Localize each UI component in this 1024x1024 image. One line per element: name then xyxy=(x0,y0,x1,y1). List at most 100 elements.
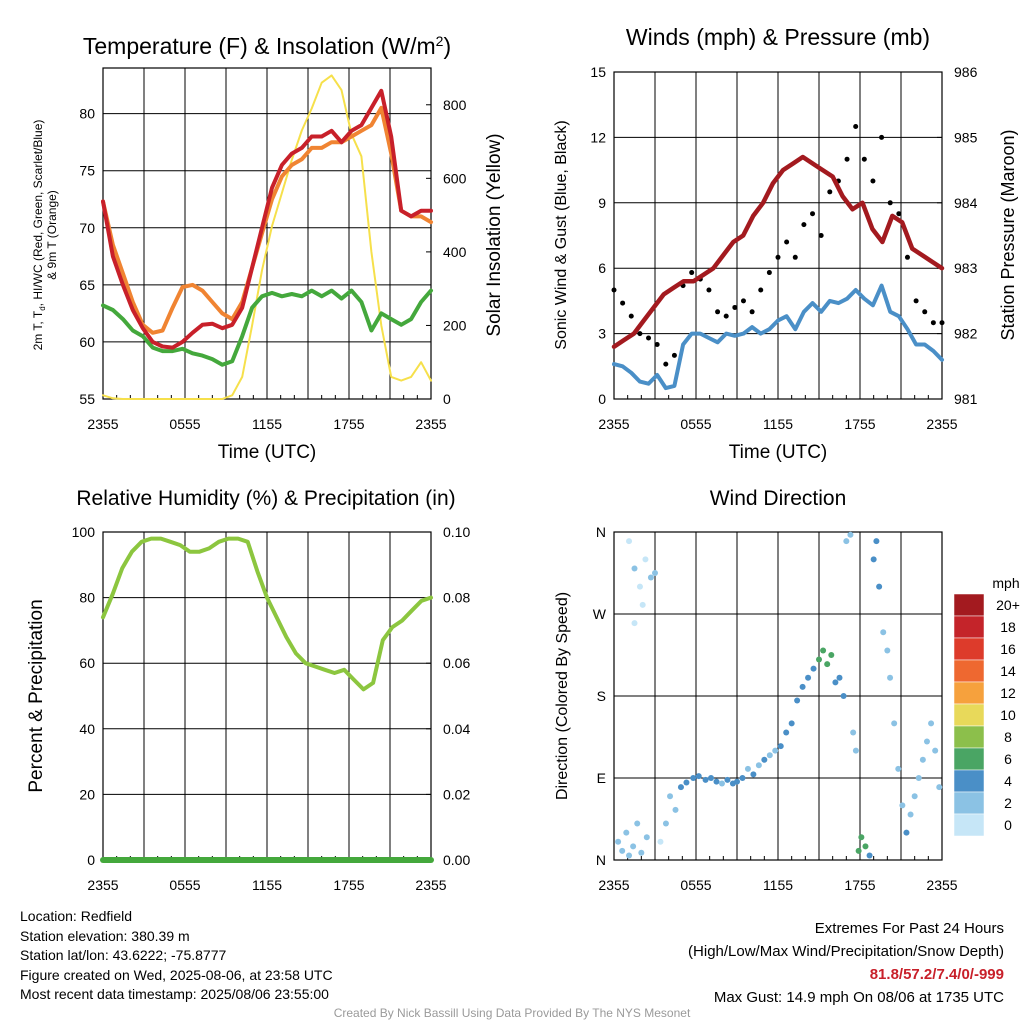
direction-point xyxy=(794,697,801,704)
direction-point xyxy=(799,683,806,690)
direction-point xyxy=(850,729,857,736)
direction-point xyxy=(744,765,751,772)
gust-point xyxy=(732,304,738,310)
extremes-gust: Max Gust: 14.9 mph On 08/06 at 1735 UTC xyxy=(713,989,1004,1006)
direction-point xyxy=(855,847,862,854)
plot-frame xyxy=(102,67,432,400)
y2-tick-label: 0 xyxy=(443,391,451,407)
temperature-ylabel-left: 2m T, Td, HI/WC (Red, Green, Scarlet/Blu… xyxy=(31,120,47,351)
series-station-pressure xyxy=(611,154,945,349)
colorbar-label: 14 xyxy=(1000,663,1016,679)
y2-tick-label: 0.10 xyxy=(443,524,470,540)
direction-point xyxy=(866,852,873,859)
humidity-title: Relative Humidity (%) & Precipitation (i… xyxy=(76,487,455,510)
colorbar-label: 12 xyxy=(1000,685,1016,701)
colorbar-swatch xyxy=(953,791,985,815)
gust-point xyxy=(930,320,936,326)
series-relative-humidity xyxy=(101,536,433,692)
direction-point xyxy=(662,820,669,827)
y2-tick-label: 0.02 xyxy=(443,786,470,802)
direction-point xyxy=(724,776,731,783)
gust-point xyxy=(689,270,695,276)
panel-winds: 0 3 6 9 12 15 981 982 983 984 985 986 2355 0555 1155 17… xyxy=(590,64,977,432)
panel-humidity: 0 20 40 60 80 100 0.00 0.02 0.04 0.06 0.08 0.10 2355… xyxy=(72,524,471,893)
y-tick-label: 80 xyxy=(79,590,95,606)
direction-point xyxy=(702,776,709,783)
y2-tick-label: 983 xyxy=(954,260,978,276)
direction-point xyxy=(816,656,822,663)
direction-point xyxy=(647,574,654,581)
direction-point xyxy=(824,661,831,668)
gust-point xyxy=(853,124,859,129)
gust-point xyxy=(913,298,919,304)
direction-point xyxy=(713,778,720,785)
gust-point xyxy=(740,298,746,304)
y-tick-label: 60 xyxy=(79,655,95,671)
gust-point xyxy=(792,254,798,260)
direction-point xyxy=(626,852,633,859)
y-tick-label: 55 xyxy=(79,391,95,407)
gust-point xyxy=(628,313,634,319)
y2-tick-label: 600 xyxy=(443,170,467,186)
direction-point xyxy=(683,779,690,786)
series-solar-insolation xyxy=(102,74,432,400)
y-tick-label: N xyxy=(596,524,606,540)
y-tick-label: 3 xyxy=(598,326,606,342)
direction-point xyxy=(690,775,697,781)
direction-point xyxy=(843,538,850,545)
colorbar-swatch xyxy=(953,725,985,749)
winds-xlabel: Time (UTC) xyxy=(729,442,828,463)
colorbar-label: 10 xyxy=(1000,707,1016,723)
y2-tick-label: 200 xyxy=(443,317,467,333)
direction-point xyxy=(858,834,865,841)
x-tick-label: 0555 xyxy=(169,416,200,432)
y-tick-label: 12 xyxy=(590,129,606,145)
direction-point xyxy=(923,738,930,745)
y-tick-label: 15 xyxy=(590,64,606,80)
y2-tick-label: 0.04 xyxy=(443,721,470,737)
colorbar-label: 6 xyxy=(1004,751,1012,767)
y2-tick-label: 984 xyxy=(954,195,978,211)
direction-point xyxy=(652,570,658,576)
y2-tick-label: 982 xyxy=(954,326,978,342)
y2-tick-label: 981 xyxy=(954,391,978,407)
gust-point xyxy=(723,313,729,319)
legend-title: mph xyxy=(992,575,1019,591)
x-tick-label: 2355 xyxy=(598,877,629,893)
direction-point xyxy=(852,747,859,754)
x-tick-label: 2355 xyxy=(415,416,446,432)
direction-point xyxy=(695,773,702,780)
colorbar-swatch xyxy=(953,703,985,727)
y2-tick-label: 400 xyxy=(443,244,467,260)
gust-point xyxy=(818,233,824,238)
gust-point xyxy=(663,361,669,367)
direction-ylabel-left: Direction (Colored By Speed) xyxy=(554,592,571,800)
x-tick-label: 0555 xyxy=(680,416,711,432)
y-tick-label: 65 xyxy=(79,277,95,293)
x-tick-label: 1155 xyxy=(252,877,282,893)
y-tick-label: 0 xyxy=(598,391,606,407)
direction-point xyxy=(805,674,812,681)
colorbar-swatch xyxy=(953,659,985,683)
temperature-title: Temperature (F) & Insolation (W/m2) xyxy=(83,33,451,59)
gust-point xyxy=(784,239,790,245)
direction-point xyxy=(810,665,817,672)
colorbar-label: 4 xyxy=(1004,773,1012,789)
colorbar-swatch xyxy=(953,747,985,771)
info-created: Figure created on Wed, 2025-08-06, at 23… xyxy=(20,966,333,983)
direction-point xyxy=(677,784,684,791)
direction-point xyxy=(634,820,641,827)
direction-point xyxy=(631,565,638,572)
series-sonic-wind xyxy=(612,283,944,391)
direction-point xyxy=(766,752,773,759)
direction-point xyxy=(873,538,880,545)
extremes-legend: (High/Low/Max Wind/Precipitation/Snow De… xyxy=(688,943,1004,960)
gust-point xyxy=(827,189,833,195)
direction-title: Wind Direction xyxy=(710,487,847,510)
colorbar-label: 0 xyxy=(1004,817,1012,833)
direction-point xyxy=(932,747,939,754)
direction-point xyxy=(891,720,898,727)
winds-title: Winds (mph) & Pressure (mb) xyxy=(626,24,930,50)
